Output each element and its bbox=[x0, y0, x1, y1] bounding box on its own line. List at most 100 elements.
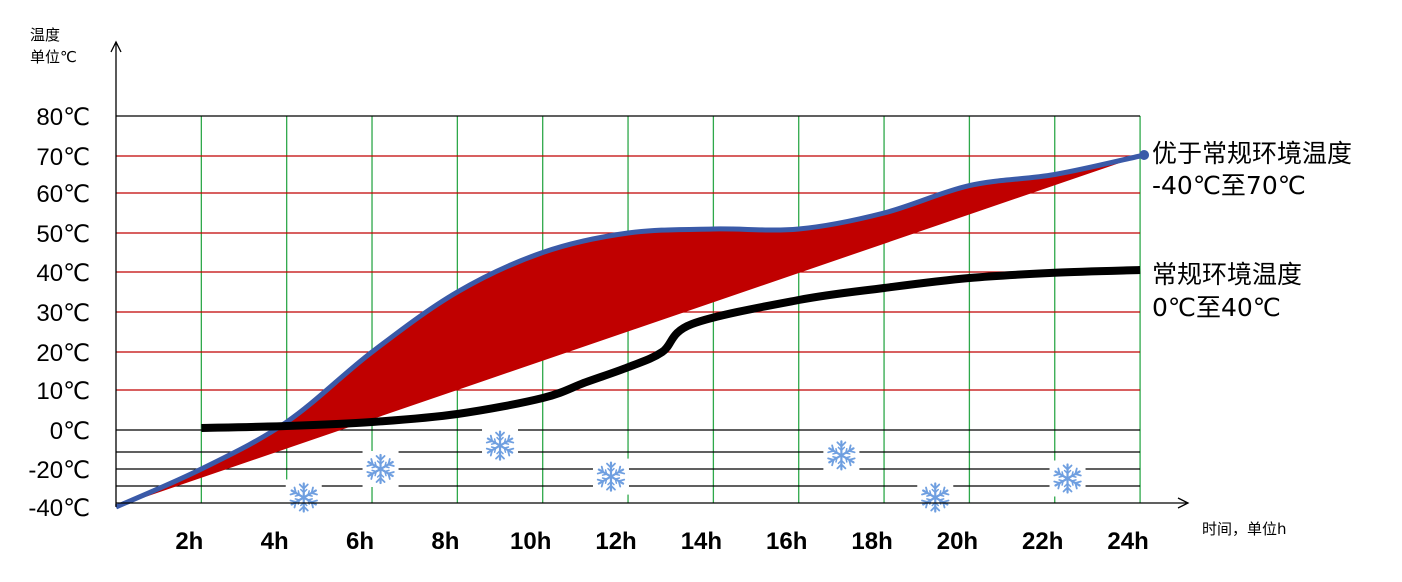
snowflake-stroke bbox=[837, 459, 843, 465]
snowflake-stroke bbox=[367, 467, 382, 478]
snowflake-stroke bbox=[922, 489, 937, 499]
snowflake-stroke bbox=[934, 505, 941, 512]
snowflake-stroke bbox=[600, 480, 605, 488]
snowflake-stroke bbox=[1074, 473, 1082, 477]
snowflake-arm bbox=[1062, 477, 1073, 494]
snowflake-stroke bbox=[289, 492, 297, 496]
x-tick-label: 14h bbox=[681, 528, 722, 555]
snowflake-stroke bbox=[1054, 470, 1069, 480]
snowflake-stroke bbox=[617, 471, 626, 475]
x-tick-label: 16h bbox=[766, 528, 807, 555]
snowflake-icon bbox=[917, 479, 954, 516]
snowflake-stroke bbox=[827, 457, 835, 461]
y-tick-label: 70℃ bbox=[36, 144, 90, 171]
snowflake-arm bbox=[596, 475, 613, 488]
snowflake-stroke bbox=[1062, 464, 1069, 471]
snowflake-stroke bbox=[506, 447, 515, 452]
snowflake-stroke bbox=[486, 437, 502, 447]
x-tick-label: 10h bbox=[510, 528, 551, 555]
snowflake-stroke bbox=[606, 484, 612, 491]
y-axis-title-line1: 温度 bbox=[30, 26, 60, 44]
snowflake-stroke bbox=[942, 499, 950, 503]
snowflake-stroke bbox=[1074, 482, 1078, 490]
snowflake-stroke bbox=[379, 460, 394, 471]
snowflake-arm bbox=[366, 467, 382, 480]
snowflake-stroke bbox=[610, 462, 616, 469]
snowflake-stroke bbox=[617, 480, 622, 488]
snowflake-stroke bbox=[617, 465, 622, 474]
y-tick-label: 80℃ bbox=[36, 104, 90, 131]
snowflake-stroke bbox=[376, 473, 382, 478]
snowflake-stroke bbox=[1066, 470, 1081, 480]
snowflake-stroke bbox=[366, 463, 374, 467]
x-tick-label: 2h bbox=[175, 528, 203, 555]
y-axis-title-line2: 单位℃ bbox=[30, 48, 77, 66]
snowflake-stroke bbox=[496, 449, 501, 455]
snowflake-stroke bbox=[601, 477, 608, 480]
snowflake-stroke bbox=[942, 492, 950, 496]
y-tick-label: -20℃ bbox=[28, 457, 90, 484]
snowflake-icons bbox=[285, 427, 1086, 516]
snowflake-arm bbox=[596, 465, 613, 478]
snowflake-arm bbox=[840, 444, 856, 457]
snowflake-icon bbox=[285, 479, 322, 516]
snowflake-stroke bbox=[836, 441, 843, 448]
snowflake-stroke bbox=[600, 465, 605, 474]
snowflake-stroke bbox=[1057, 467, 1061, 475]
snowflake-arm bbox=[1066, 477, 1082, 490]
snowflake-arm bbox=[498, 434, 515, 447]
snowflake-stroke bbox=[848, 449, 856, 454]
snowflake-arm bbox=[840, 454, 856, 467]
snowflake-stroke bbox=[934, 489, 949, 499]
snowflake-stroke bbox=[1053, 473, 1061, 477]
snowflake-stroke bbox=[840, 447, 855, 457]
snowflake-stroke bbox=[844, 457, 848, 463]
series-lines bbox=[114, 150, 1150, 510]
snowflake-stroke bbox=[375, 455, 382, 461]
snowflake-stroke bbox=[827, 449, 835, 454]
x-tick-label: 4h bbox=[261, 528, 289, 555]
snowflake-stroke bbox=[489, 449, 494, 457]
snowflake-stroke bbox=[310, 486, 314, 494]
snowflake-stroke bbox=[498, 444, 514, 454]
snowflake-arm bbox=[930, 496, 941, 513]
y-tick-label: -40℃ bbox=[28, 495, 90, 522]
x-axis-title: 时间，单位h bbox=[1202, 520, 1287, 538]
snowflake-stroke bbox=[934, 488, 940, 494]
series-1-end-marker bbox=[1139, 150, 1150, 160]
snowflake-stroke bbox=[298, 505, 305, 512]
snowflake-stroke bbox=[596, 478, 605, 483]
series-1-range: -40℃至70℃ bbox=[1152, 171, 1306, 200]
x-tick-labels: 2h 4h 6h 8h 10h 12h 14h 16h 18h 20h 22h 24h bbox=[175, 528, 1148, 555]
y-tick-label: 60℃ bbox=[36, 181, 90, 208]
snowflake-arm bbox=[379, 467, 395, 480]
snowflake-stroke bbox=[387, 458, 391, 466]
snowflake-stroke bbox=[503, 447, 507, 453]
snowflake-arm bbox=[375, 453, 386, 471]
snowflake-stroke bbox=[1066, 477, 1081, 487]
snowflake-stroke bbox=[493, 438, 497, 444]
snowflake-arm bbox=[606, 475, 616, 492]
snowflake-stroke bbox=[1074, 467, 1078, 475]
x-tick-label: 18h bbox=[851, 528, 892, 555]
snowflake-stroke bbox=[840, 454, 855, 464]
snowflake-stroke bbox=[836, 463, 843, 470]
snowflake-arm bbox=[298, 482, 309, 499]
y-tick-label: 50℃ bbox=[36, 221, 90, 248]
snowflake-icon bbox=[592, 458, 629, 495]
x-tick-label: 6h bbox=[346, 528, 374, 555]
snowflake-stroke bbox=[371, 469, 377, 473]
snowflake-stroke bbox=[289, 499, 297, 503]
series-2-line bbox=[201, 266, 1141, 432]
snowflake-stroke bbox=[828, 454, 843, 464]
snowflake-stroke bbox=[297, 490, 301, 496]
y-tick-label: 10℃ bbox=[36, 378, 90, 405]
snowflake-stroke bbox=[925, 486, 929, 494]
snowflake-arm bbox=[827, 444, 843, 457]
snowflake-stroke bbox=[610, 484, 616, 491]
snowflake-arm bbox=[485, 434, 502, 447]
snowflake-stroke bbox=[1054, 477, 1069, 487]
snowflake-stroke bbox=[840, 441, 847, 448]
snowflake-arm bbox=[1053, 467, 1069, 480]
snowflake-stroke bbox=[294, 498, 301, 501]
